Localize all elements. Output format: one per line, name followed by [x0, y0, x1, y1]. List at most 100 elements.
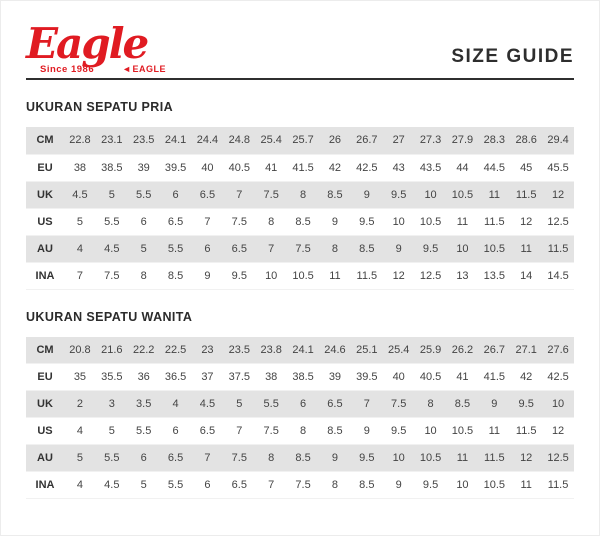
size-cell: 38.5	[101, 161, 123, 174]
size-cell: 22.2	[132, 343, 155, 356]
size-cell: 9	[363, 425, 370, 437]
size-cell: 7.5	[295, 479, 311, 491]
size-cell: 11	[520, 242, 532, 255]
size-cell: 10	[456, 242, 469, 255]
size-cell: 13	[456, 269, 469, 282]
size-cell: 5	[236, 398, 243, 410]
size-cell: 9.5	[422, 242, 439, 255]
size-cell: 2	[76, 398, 83, 410]
size-cell: 37	[201, 371, 214, 383]
size-cell: 45	[520, 161, 533, 174]
size-cell: 5	[76, 215, 83, 228]
size-row: AU 5 5.5 6 6.5 7 7.5 8 8.5 9 9.5 10 10.5 11 11.5 12 12.5	[26, 444, 574, 472]
size-cell: 8	[427, 398, 434, 410]
size-cell: 5.5	[104, 452, 120, 464]
size-cell: 4.5	[104, 479, 120, 491]
size-cell: 7.5	[231, 452, 247, 464]
size-cell: 43.5	[419, 161, 442, 174]
size-cell: 39.5	[356, 371, 378, 383]
size-cell: 6	[204, 242, 211, 255]
size-row: US 4 5 5.5 6 6.5 7 7.5 8 8.5 9 9.5 10 10.5 11 11.5 12	[26, 417, 574, 445]
size-cell: 10.5	[483, 479, 506, 491]
row-label: INA	[35, 479, 55, 491]
size-cell: 8	[268, 452, 275, 464]
size-cell: 11	[488, 188, 501, 201]
size-cell: 35	[73, 371, 87, 383]
size-cell: 11	[456, 452, 469, 464]
size-cell: 9	[363, 188, 370, 201]
size-cell: 9	[395, 479, 402, 491]
size-cell: 12.5	[547, 452, 569, 464]
size-cell: 6	[140, 452, 147, 464]
size-cell: 11.5	[515, 188, 537, 201]
size-cell: 8.5	[167, 269, 184, 282]
size-cell: 26	[328, 134, 342, 147]
brand-tagline: Since 1986	[40, 63, 95, 75]
size-cell: 39.5	[164, 161, 187, 174]
size-cell: 11.5	[484, 215, 505, 228]
size-cell: 6	[172, 425, 179, 437]
size-cell: 8.5	[295, 215, 311, 228]
size-cell: 41	[265, 161, 278, 174]
size-cell: 4.5	[104, 242, 120, 255]
logo-subline: Since 1986 ◄ EAGLE	[26, 63, 167, 75]
size-cell: 6	[172, 188, 179, 201]
size-row: EU 38 38.5 39 39.5 40 40.5 41 41.5 42 42.5 43 43.5 44…	[26, 154, 574, 181]
row-label: CM	[36, 343, 54, 356]
size-cell: 40.5	[228, 161, 251, 174]
size-cell: 24.1	[292, 343, 314, 356]
size-cell: 8.5	[327, 425, 343, 437]
size-cell: 10	[424, 425, 437, 437]
size-cell: 40.5	[419, 371, 442, 383]
size-cell: 7.5	[263, 425, 279, 437]
size-cell: 10	[392, 215, 405, 228]
size-cell: 10.5	[419, 452, 442, 464]
size-cell: 10	[392, 452, 405, 464]
size-cell: 24.8	[228, 134, 251, 147]
size-cell: 42	[520, 371, 533, 383]
size-cell: 11.5	[515, 425, 537, 437]
size-cell: 10	[456, 479, 469, 491]
size-cell: 24.4	[196, 134, 219, 147]
size-cell: 22.8	[69, 134, 91, 147]
size-cell: 7	[268, 479, 275, 491]
size-cell: 5	[108, 188, 115, 201]
size-cell: 11	[488, 425, 501, 437]
eagle-wordmark: Eagle	[26, 18, 149, 68]
size-cell: 4.5	[199, 398, 216, 410]
size-cell: 9	[395, 242, 402, 255]
size-cell: 10.5	[419, 215, 442, 228]
size-cell: 9.5	[518, 398, 534, 410]
size-cell: 27.6	[547, 343, 569, 356]
size-cell: 14.5	[547, 269, 569, 282]
size-cell: 41.5	[483, 371, 506, 383]
row-label: US	[37, 215, 53, 228]
size-cell: 41	[456, 371, 469, 383]
size-cell: 27.9	[451, 134, 474, 147]
size-cell: 9	[491, 398, 498, 410]
size-cell: 24.6	[324, 343, 346, 356]
size-cell: 7.5	[263, 188, 279, 201]
size-cell: 7	[268, 242, 275, 255]
eagle-badge-label: EAGLE	[132, 63, 167, 74]
size-cell: 5	[76, 452, 83, 464]
size-cell: 28.6	[515, 134, 537, 147]
size-cell: 8.5	[359, 479, 375, 491]
size-cell: 42	[328, 161, 342, 174]
size-row: EU 35 35.5 36 36.5 37 37.5 38 38.5 39 39.5 40 40.5 41…	[26, 363, 574, 391]
size-cell: 11	[456, 215, 469, 228]
size-cell: 9.5	[231, 269, 247, 282]
size-cell: 25.4	[387, 343, 410, 356]
section-men: UKURAN SEPATU PRIA CM 22.8 23.1 23.5 24.1 24.…	[26, 100, 574, 290]
size-row: UK 4.5 5 5.5 6 6.5 7 7.5 8 8.5 9 9.5 10 10.5 11 11.5 12	[26, 181, 574, 208]
size-cell: 11.5	[356, 269, 378, 282]
size-cell: 26.7	[356, 134, 378, 147]
size-cell: 3.5	[136, 398, 152, 410]
size-cell: 38	[265, 371, 278, 383]
size-cell: 25.1	[356, 343, 378, 356]
size-cell: 29.4	[547, 134, 569, 147]
size-cell: 26.7	[483, 343, 506, 356]
eagle-head-icon: ◄	[122, 63, 132, 74]
size-cell: 6.5	[167, 215, 184, 228]
